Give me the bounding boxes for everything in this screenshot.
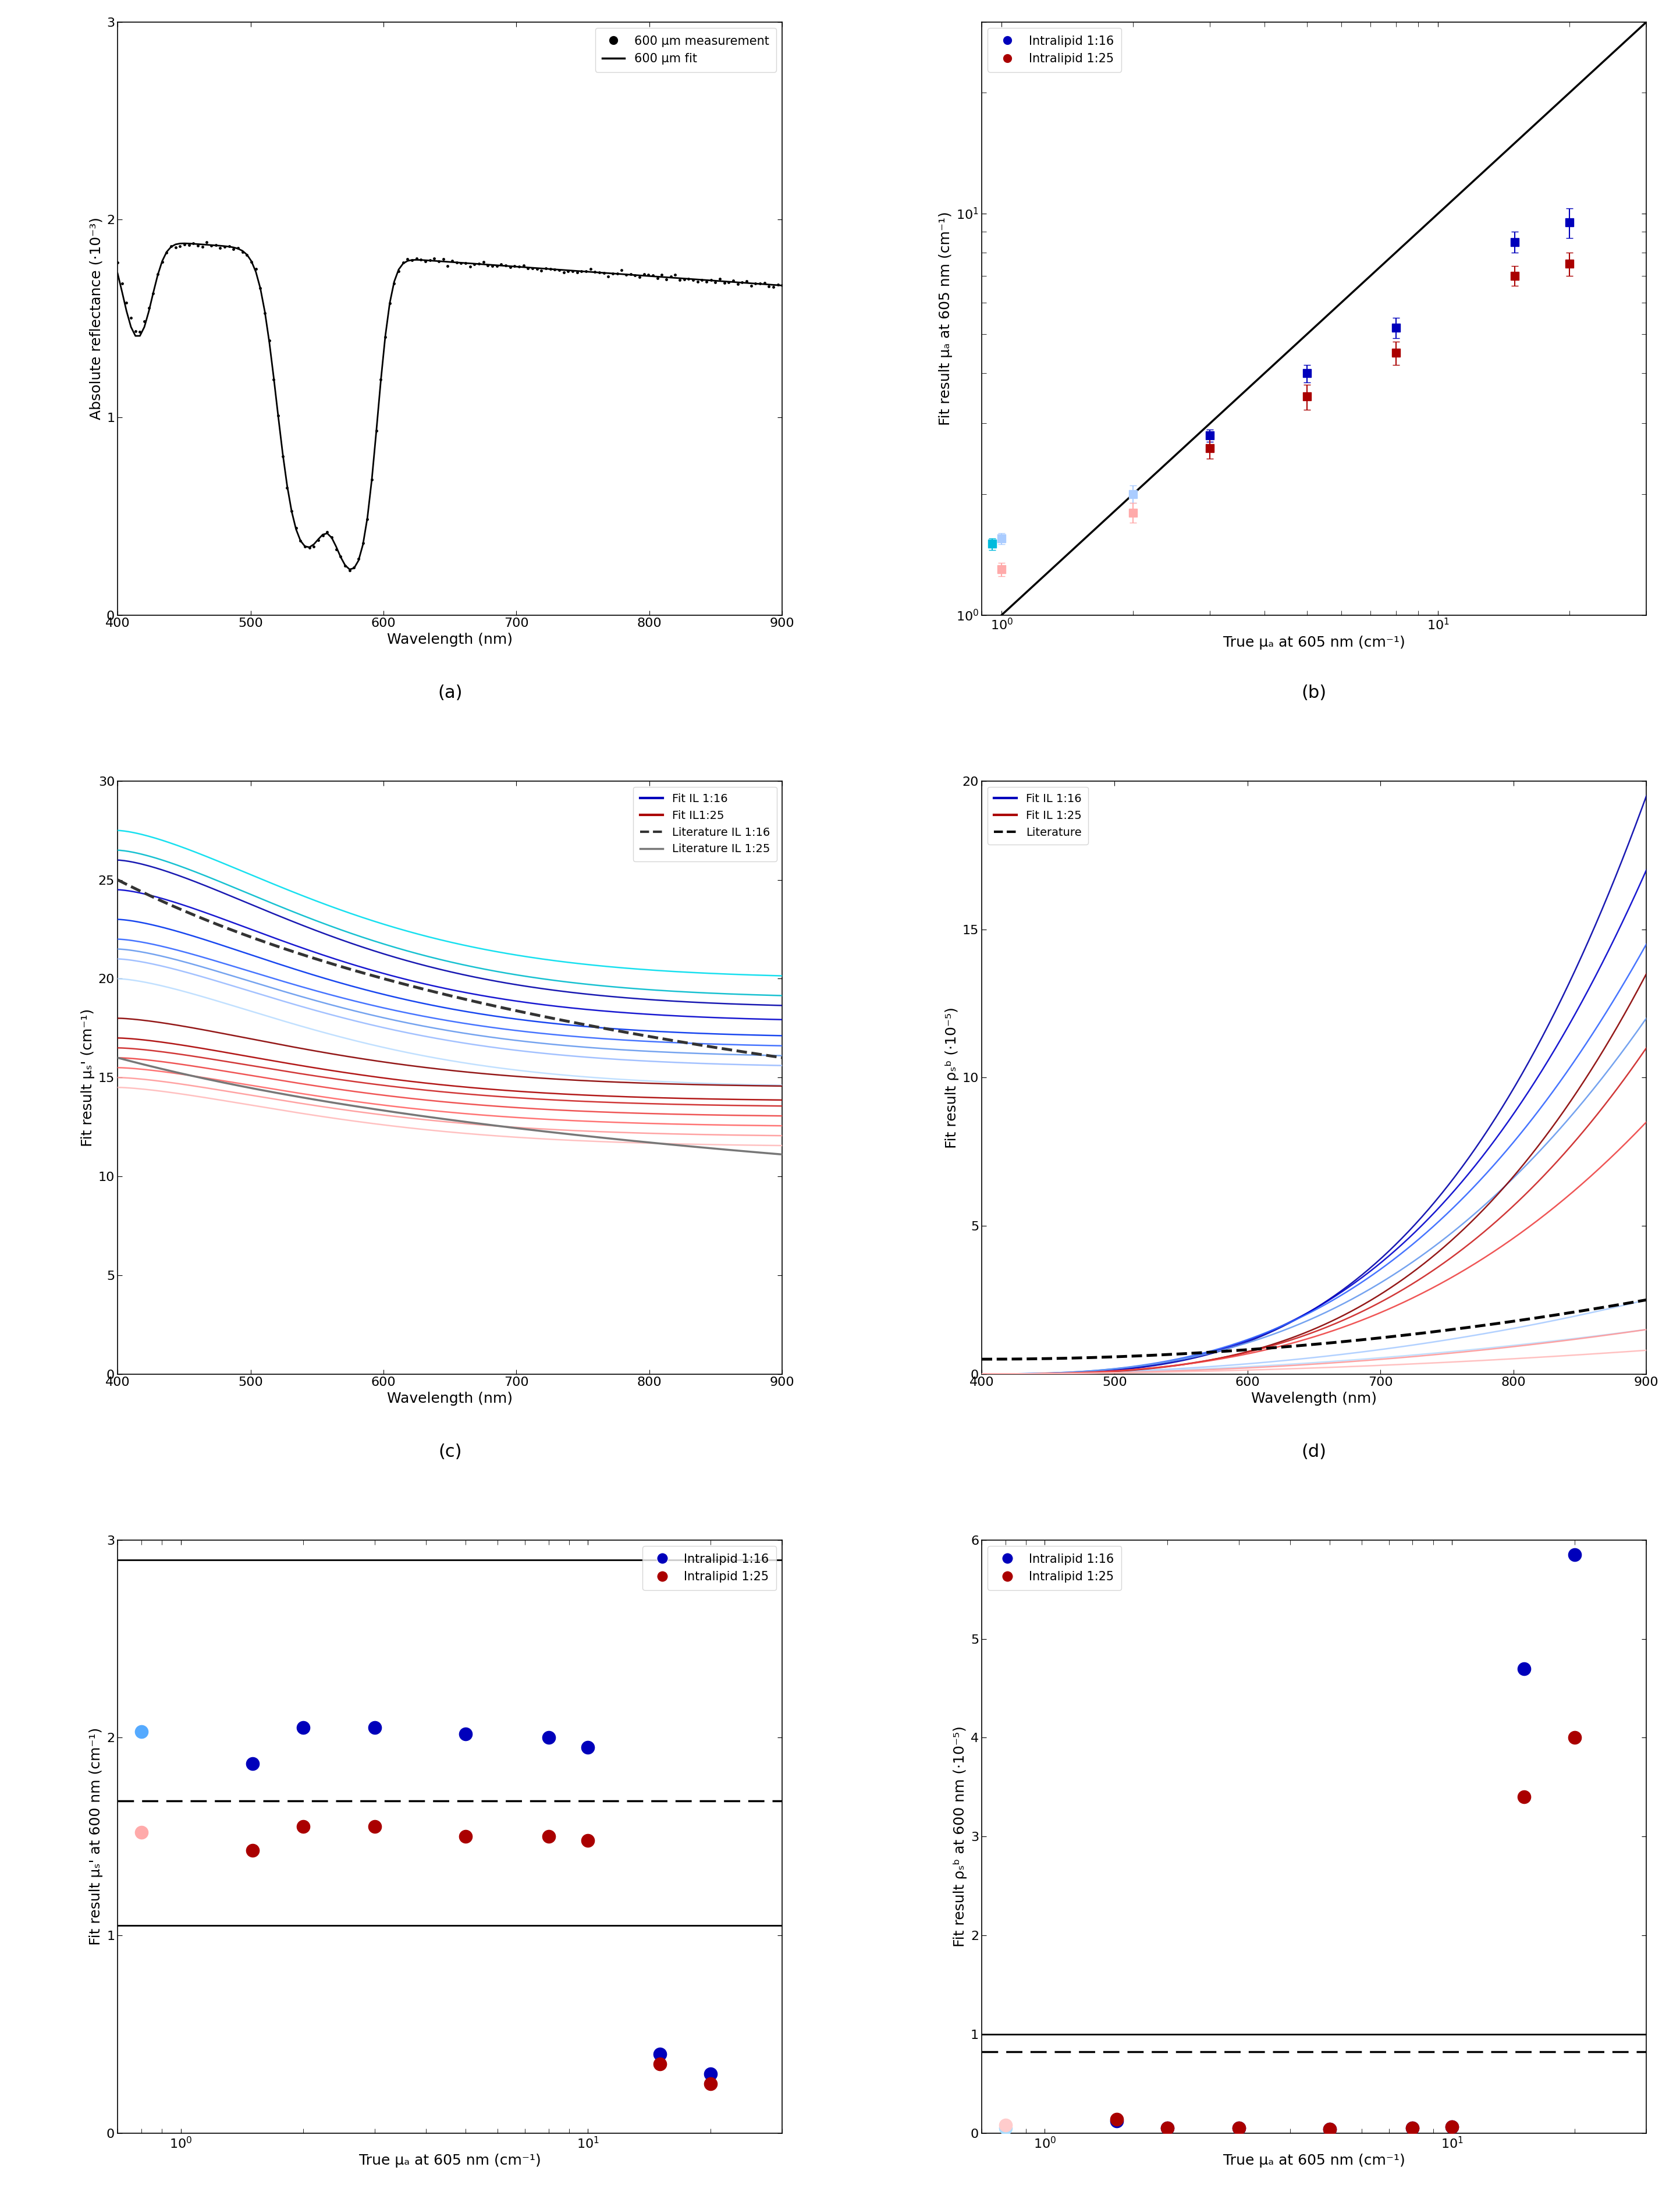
600 μm measurement <box>491 251 511 277</box>
600 μm fit <box>380 290 400 317</box>
X-axis label: True μₐ at 605 nm (cm⁻¹): True μₐ at 605 nm (cm⁻¹) <box>1223 636 1404 649</box>
Legend: Fit IL 1:16, Fit IL1:25, Literature IL 1:16, Literature IL 1:25: Fit IL 1:16, Fit IL1:25, Literature IL 1… <box>633 787 776 862</box>
600 μm measurement <box>108 248 128 275</box>
600 μm measurement <box>576 257 596 284</box>
600 μm fit <box>773 273 793 299</box>
Text: (b): (b) <box>1302 684 1327 701</box>
X-axis label: Wavelength (nm): Wavelength (nm) <box>386 1392 512 1405</box>
600 μm fit <box>491 253 511 279</box>
Y-axis label: Absolute reflectance (·10⁻³): Absolute reflectance (·10⁻³) <box>89 218 102 420</box>
Y-axis label: Fit result μₛ' (cm⁻¹): Fit result μₛ' (cm⁻¹) <box>81 1009 96 1146</box>
600 μm fit <box>665 264 685 290</box>
600 μm fit <box>339 556 360 583</box>
Legend: Intralipid 1:16, Intralipid 1:25: Intralipid 1:16, Intralipid 1:25 <box>988 1546 1121 1590</box>
600 μm fit <box>576 259 596 286</box>
Y-axis label: Fit result ρₛᵇ at 600 nm (·10⁻⁵): Fit result ρₛᵇ at 600 nm (·10⁻⁵) <box>953 1726 968 1946</box>
Line: 600 μm measurement: 600 μm measurement <box>116 240 785 572</box>
600 μm measurement <box>464 251 484 277</box>
600 μm measurement <box>665 262 685 288</box>
600 μm measurement <box>773 273 793 299</box>
Text: (a): (a) <box>437 684 462 701</box>
Text: (c): (c) <box>438 1443 462 1460</box>
Legend: Intralipid 1:16, Intralipid 1:25: Intralipid 1:16, Intralipid 1:25 <box>988 29 1121 73</box>
Line: 600 μm fit: 600 μm fit <box>118 244 783 570</box>
600 μm measurement <box>339 556 360 583</box>
Legend: Intralipid 1:16, Intralipid 1:25: Intralipid 1:16, Intralipid 1:25 <box>643 1546 776 1590</box>
Text: (d): (d) <box>1302 1443 1327 1460</box>
Y-axis label: Fit result μₛ' at 600 nm (cm⁻¹): Fit result μₛ' at 600 nm (cm⁻¹) <box>89 1728 102 1946</box>
Legend: 600 μm measurement, 600 μm fit: 600 μm measurement, 600 μm fit <box>595 29 776 73</box>
Y-axis label: Fit result μₐ at 605 nm (cm⁻¹): Fit result μₐ at 605 nm (cm⁻¹) <box>939 211 953 427</box>
600 μm fit <box>331 543 351 570</box>
600 μm measurement <box>197 229 217 255</box>
600 μm measurement <box>331 543 351 570</box>
600 μm fit <box>108 259 128 286</box>
X-axis label: Wavelength (nm): Wavelength (nm) <box>1252 1392 1378 1405</box>
600 μm fit <box>464 251 484 277</box>
X-axis label: True μₐ at 605 nm (cm⁻¹): True μₐ at 605 nm (cm⁻¹) <box>360 2153 541 2168</box>
600 μm fit <box>175 231 195 257</box>
Y-axis label: Fit result ρₛᵇ (·10⁻⁵): Fit result ρₛᵇ (·10⁻⁵) <box>946 1007 959 1148</box>
X-axis label: Wavelength (nm): Wavelength (nm) <box>386 633 512 647</box>
Legend: Fit IL 1:16, Fit IL 1:25, Literature: Fit IL 1:16, Fit IL 1:25, Literature <box>988 787 1089 844</box>
X-axis label: True μₐ at 605 nm (cm⁻¹): True μₐ at 605 nm (cm⁻¹) <box>1223 2153 1404 2168</box>
600 μm measurement <box>380 290 400 317</box>
